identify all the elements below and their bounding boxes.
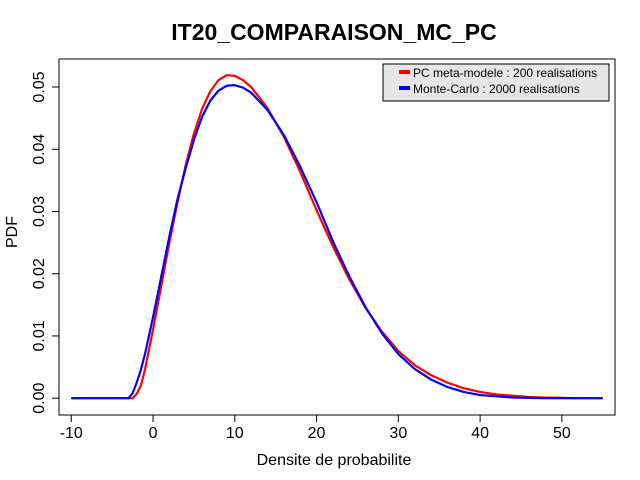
y-tick-label: 0.04 xyxy=(31,134,48,165)
legend-swatch-pc xyxy=(399,70,410,74)
y-tick-label: 0.02 xyxy=(31,258,48,289)
x-tick-label: 50 xyxy=(553,425,571,442)
x-axis: -10 0 10 20 30 40 50 xyxy=(60,414,571,442)
x-tick-label: 40 xyxy=(471,425,489,442)
y-tick-label: 0.05 xyxy=(31,71,48,102)
x-tick-label: -10 xyxy=(60,425,83,442)
legend: PC meta-modele : 200 realisations Monte-… xyxy=(382,63,610,102)
series-line-mc xyxy=(71,84,603,400)
chart-title: IT20_COMPARAISON_MC_PC xyxy=(171,19,496,45)
x-tick-label: 30 xyxy=(389,425,407,442)
x-tick-label: 20 xyxy=(308,425,326,442)
series-line-pc xyxy=(71,74,603,400)
y-axis-label: PDF xyxy=(4,216,21,248)
legend-entry-mc: Monte-Carlo : 2000 realisations xyxy=(413,82,580,96)
x-axis-label: Densite de probabilite xyxy=(257,452,412,469)
y-tick-label: 0.01 xyxy=(31,320,48,351)
y-tick-label: 0.00 xyxy=(31,383,48,414)
x-tick-label: 0 xyxy=(149,425,158,442)
legend-swatch-mc xyxy=(399,86,410,90)
legend-entry-pc: PC meta-modele : 200 realisations xyxy=(413,66,597,80)
y-tick-label: 0.03 xyxy=(31,196,48,227)
x-tick-label: 10 xyxy=(226,425,244,442)
y-axis: 0.00 0.01 0.02 0.03 0.04 0.05 xyxy=(31,71,60,414)
legend-box xyxy=(382,63,610,102)
series-layer xyxy=(71,74,603,400)
